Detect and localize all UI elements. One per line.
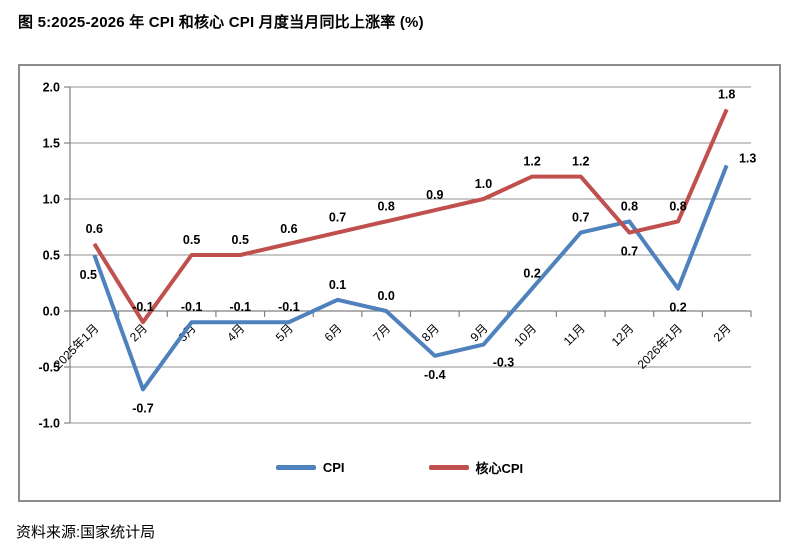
- figure-title: 图 5:2025-2026 年 CPI 和核心 CPI 月度当月同比上涨率 (%…: [18, 14, 424, 31]
- y-axis-tick-label: 1.5: [43, 137, 60, 151]
- data-label: -0.1: [278, 300, 300, 314]
- x-axis-category-label: 2月: [711, 321, 734, 344]
- legend-label-core-cpi: 核心CPI: [475, 461, 524, 476]
- y-axis-tick-label: -0.5: [38, 361, 60, 375]
- data-label: 1.8: [718, 87, 735, 101]
- x-axis-category-label: 2月: [127, 321, 150, 344]
- data-label: 0.8: [377, 199, 394, 213]
- data-label: 1.0: [475, 177, 492, 191]
- x-axis-category-label: 11月: [561, 321, 588, 348]
- data-label: 0.5: [183, 233, 200, 247]
- data-label: 0.1: [329, 278, 346, 292]
- data-label: -0.4: [424, 368, 446, 382]
- x-axis-category-label: 2025年1月: [51, 321, 101, 371]
- data-label: 0.6: [86, 222, 103, 236]
- legend-label-cpi: CPI: [322, 460, 345, 475]
- data-label: 1.2: [523, 155, 540, 169]
- x-axis-category-label: 12月: [609, 321, 637, 349]
- data-label: 0.7: [621, 245, 638, 259]
- data-label: 1.2: [572, 155, 589, 169]
- x-axis-category-label: 6月: [322, 321, 345, 344]
- data-label: 0.5: [232, 233, 249, 247]
- data-label: 0.9: [426, 188, 443, 202]
- data-label: 0.6: [280, 222, 297, 236]
- x-axis-category-label: 7月: [370, 321, 393, 344]
- legend-item-cpi: CPI: [275, 460, 345, 475]
- legend-item-core-cpi: 核心CPI: [428, 458, 524, 477]
- chart-legend: CPI 核心CPI: [20, 458, 779, 477]
- x-axis-category-label: 5月: [273, 321, 296, 344]
- y-axis-tick-label: 1.0: [43, 193, 60, 207]
- data-label: -0.1: [181, 300, 203, 314]
- data-label: 0.5: [80, 268, 97, 282]
- y-axis-tick-label: -1.0: [38, 417, 60, 431]
- y-axis-tick-label: 2.0: [43, 81, 60, 95]
- data-label: -0.3: [493, 356, 515, 370]
- data-label: 0.2: [523, 267, 540, 281]
- data-label: 0.8: [669, 199, 686, 213]
- data-label: -0.1: [132, 300, 154, 314]
- data-label: 0.8: [621, 199, 638, 213]
- y-axis-tick-label: 0.0: [43, 305, 60, 319]
- cpi-line-swatch-icon: [275, 465, 316, 470]
- data-label: 0.2: [669, 301, 686, 315]
- data-label: 0.7: [572, 211, 589, 225]
- data-label: -0.7: [132, 401, 154, 415]
- data-label: 1.3: [739, 151, 756, 165]
- x-axis-category-label: 10月: [511, 321, 539, 349]
- core-cpi-line: [92, 108, 729, 325]
- data-label: -0.1: [229, 300, 251, 314]
- x-axis-category-label: 8月: [419, 321, 442, 344]
- chart-container: 2.0 1.5 1.0 0.5 0.0 -0.5 -1.0 2025年1月 2月 3月 4月 5月 6月…: [18, 64, 781, 502]
- data-label: 0.0: [377, 289, 394, 303]
- y-axis-tick-label: 0.5: [43, 249, 60, 263]
- data-label: 0.7: [329, 211, 346, 225]
- x-axis-category-label: 2026年1月: [635, 321, 685, 371]
- x-axis-category-label: 4月: [224, 321, 247, 344]
- core-cpi-line-swatch-icon: [428, 465, 469, 470]
- source-note: 资料来源:国家统计局: [16, 524, 156, 541]
